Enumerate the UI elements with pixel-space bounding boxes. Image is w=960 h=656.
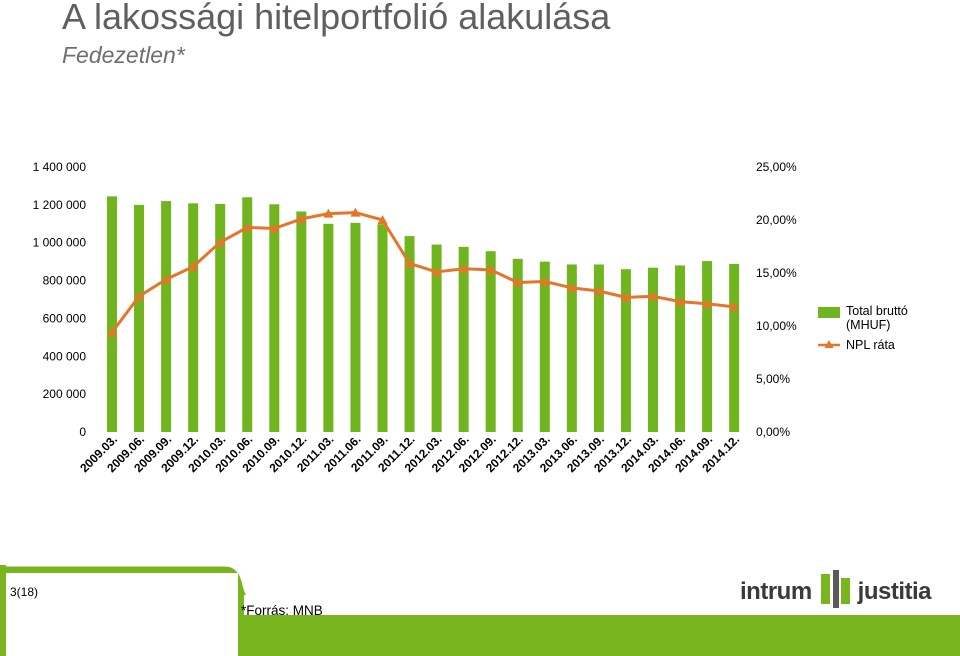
npl-point xyxy=(729,301,740,311)
right-axis-tick: 15,00% xyxy=(756,266,797,280)
npl-point xyxy=(431,266,442,276)
bar xyxy=(729,263,740,432)
legend-item-bar: Total bruttó (MHUF) xyxy=(818,304,916,332)
left-axis-tick: 1 400 000 xyxy=(33,160,87,174)
bar xyxy=(161,201,172,432)
right-axis-tick: 0,00% xyxy=(756,425,790,439)
bar xyxy=(458,246,469,432)
bar xyxy=(296,211,307,432)
npl-point xyxy=(675,296,686,306)
left-axis-tick: 400 000 xyxy=(43,349,87,363)
logo-mark-icon xyxy=(818,569,852,615)
bar xyxy=(620,269,631,432)
right-axis-tick: 25,00% xyxy=(756,160,797,174)
logo-text-right: justitia xyxy=(857,578,932,605)
npl-point xyxy=(377,215,388,224)
right-axis-tick: 20,00% xyxy=(756,213,797,227)
right-axis-tick: 5,00% xyxy=(756,372,790,386)
bar xyxy=(648,267,658,432)
npl-point xyxy=(269,223,280,233)
npl-point xyxy=(539,276,550,286)
bar xyxy=(215,203,226,432)
npl-point xyxy=(215,237,226,247)
page-number: 3(18) xyxy=(10,585,39,599)
bar xyxy=(431,244,442,432)
npl-point xyxy=(458,263,469,273)
bar xyxy=(593,264,604,432)
bar xyxy=(134,204,145,432)
bar xyxy=(269,204,280,432)
legend-swatch-bar xyxy=(818,307,840,318)
company-logo: intrum justitia xyxy=(740,569,932,615)
bar xyxy=(350,222,361,432)
npl-point xyxy=(593,286,604,296)
left-axis-tick: 200 000 xyxy=(43,387,87,401)
chart-legend: Total bruttó (MHUF) NPL ráta xyxy=(818,304,916,358)
npl-point xyxy=(161,274,172,284)
bar xyxy=(539,261,550,432)
left-axis-tick: 600 000 xyxy=(43,311,87,325)
legend-item-line: NPL ráta xyxy=(818,338,916,352)
left-axis-tick: 0 xyxy=(79,425,86,439)
npl-point xyxy=(350,207,361,217)
bar xyxy=(485,251,496,432)
bar xyxy=(675,265,686,432)
left-axis-tick: 1 000 000 xyxy=(33,236,87,250)
left-axis-tick: 800 000 xyxy=(43,274,87,288)
npl-series-line xyxy=(110,211,735,334)
bar xyxy=(404,236,415,432)
right-axis-tick: 10,00% xyxy=(756,319,797,333)
legend-label-bar: Total bruttó (MHUF) xyxy=(846,304,908,332)
logo-text-left: intrum xyxy=(740,578,812,605)
npl-point xyxy=(323,208,334,218)
npl-point xyxy=(134,291,145,301)
npl-point xyxy=(648,291,658,301)
bar xyxy=(323,223,334,432)
bar xyxy=(242,197,253,432)
bar xyxy=(702,261,713,432)
npl-point xyxy=(512,277,523,287)
npl-point xyxy=(702,298,713,308)
source-note: *Forrás: MNB xyxy=(241,603,323,618)
npl-point xyxy=(404,258,415,268)
npl-point xyxy=(242,222,253,232)
legend-swatch-line xyxy=(818,338,840,352)
bar xyxy=(566,264,577,432)
npl-point xyxy=(566,282,577,292)
left-axis-tick: 1 200 000 xyxy=(33,198,87,212)
bar xyxy=(107,196,117,432)
npl-point xyxy=(296,213,307,223)
legend-label-line: NPL ráta xyxy=(846,338,895,352)
bar xyxy=(188,203,199,432)
npl-point xyxy=(107,327,117,337)
bar xyxy=(377,224,388,432)
footer-band xyxy=(0,565,960,656)
combo-chart: 1 400 000 1 200 000 1 000 000 800 000 600 00… xyxy=(33,160,797,475)
page-title: A lakossági hitelportfolió alakulása xyxy=(62,0,611,37)
npl-point xyxy=(620,292,631,302)
npl-point xyxy=(188,261,199,271)
bar xyxy=(512,258,523,432)
npl-point xyxy=(485,264,496,274)
page-subtitle: Fedezetlen* xyxy=(62,42,185,68)
